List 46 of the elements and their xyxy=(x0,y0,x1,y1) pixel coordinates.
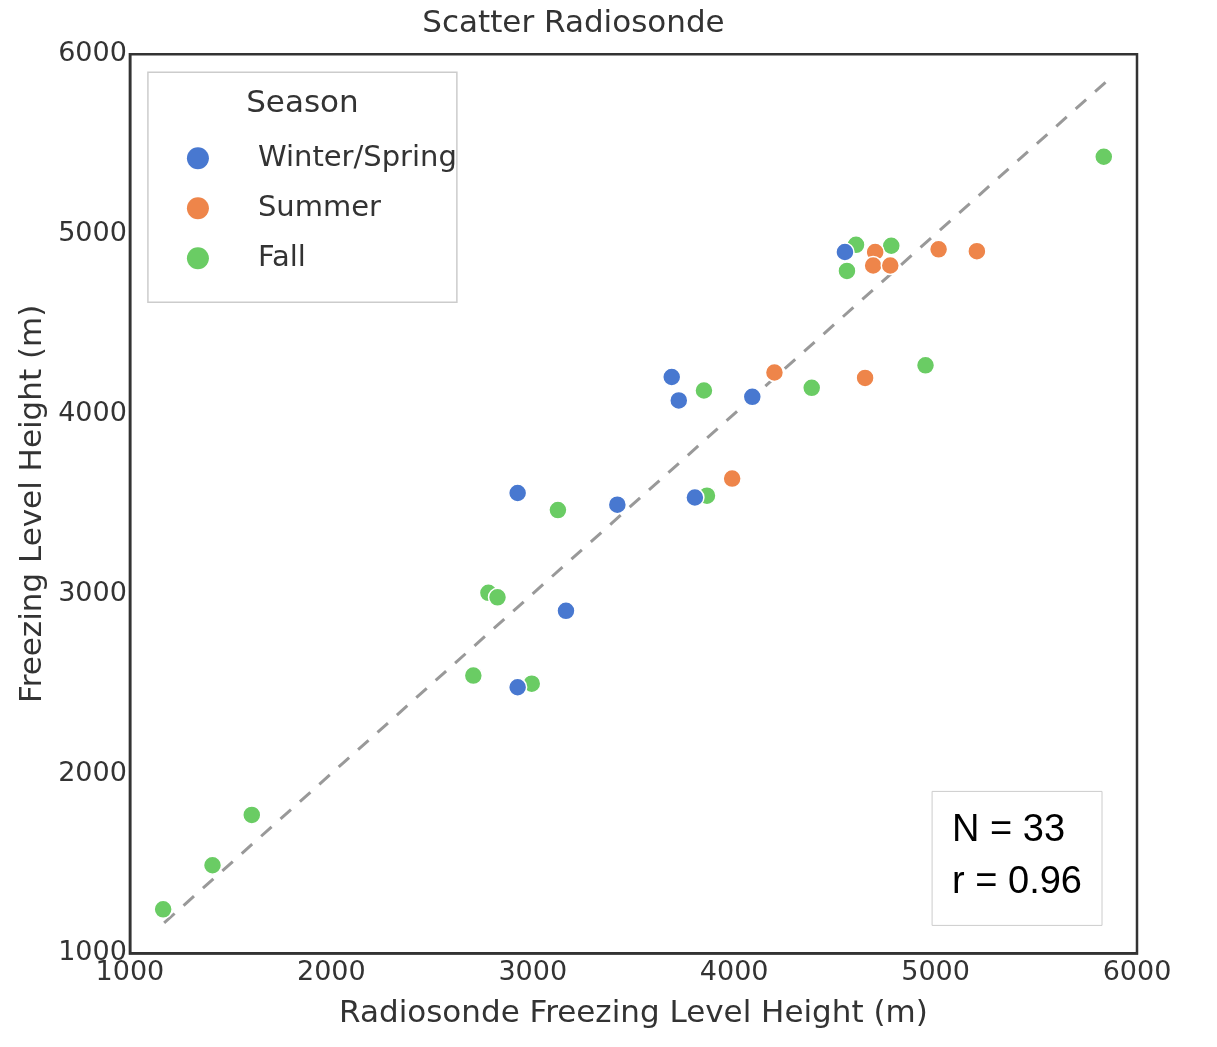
point xyxy=(881,235,902,256)
y-tick-label: 6000 xyxy=(58,36,127,68)
point xyxy=(669,390,689,411)
y-tick-label: 5000 xyxy=(58,216,127,248)
point xyxy=(463,665,484,686)
point xyxy=(742,387,763,407)
legend-label: Fall xyxy=(257,238,306,273)
x-tick-label: 3000 xyxy=(498,954,568,986)
point xyxy=(507,677,528,697)
point xyxy=(835,242,855,262)
point xyxy=(801,378,822,398)
x-tick-label: 5000 xyxy=(901,954,970,986)
point xyxy=(764,362,785,383)
point xyxy=(694,380,714,401)
point xyxy=(837,261,857,281)
point xyxy=(967,241,987,261)
legend-label: Winter/Spring xyxy=(257,138,457,173)
point xyxy=(153,899,173,920)
y-axis-title: Freezing Level Height (m) xyxy=(11,304,48,703)
point xyxy=(487,587,508,608)
y-tick-label: 3000 xyxy=(58,575,127,607)
annotation: N = 33 r = 0.96 xyxy=(952,806,1082,901)
y-tick-label: 2000 xyxy=(58,755,127,787)
point xyxy=(1094,146,1114,167)
chart-title: Scatter Radiosonde xyxy=(422,2,725,39)
point xyxy=(607,494,628,515)
x-tick-label: 4000 xyxy=(699,954,769,986)
legend-title: Season xyxy=(246,83,359,120)
point xyxy=(880,255,901,276)
point xyxy=(928,239,949,260)
point xyxy=(863,255,883,276)
point xyxy=(242,805,262,825)
point xyxy=(722,468,742,489)
x-tick-label: 2000 xyxy=(296,954,366,986)
y-tick-label: 4000 xyxy=(58,395,127,427)
legend-label: Summer xyxy=(257,188,382,223)
point xyxy=(548,500,568,520)
point xyxy=(855,368,875,388)
x-axis-title: Radiosonde Freezing Level Height (m) xyxy=(339,993,928,1030)
point xyxy=(202,855,223,876)
point xyxy=(915,355,936,376)
point xyxy=(556,601,576,621)
point xyxy=(685,487,705,508)
x-tick-label: 6000 xyxy=(1102,954,1172,986)
point xyxy=(507,483,528,503)
point xyxy=(661,367,682,387)
